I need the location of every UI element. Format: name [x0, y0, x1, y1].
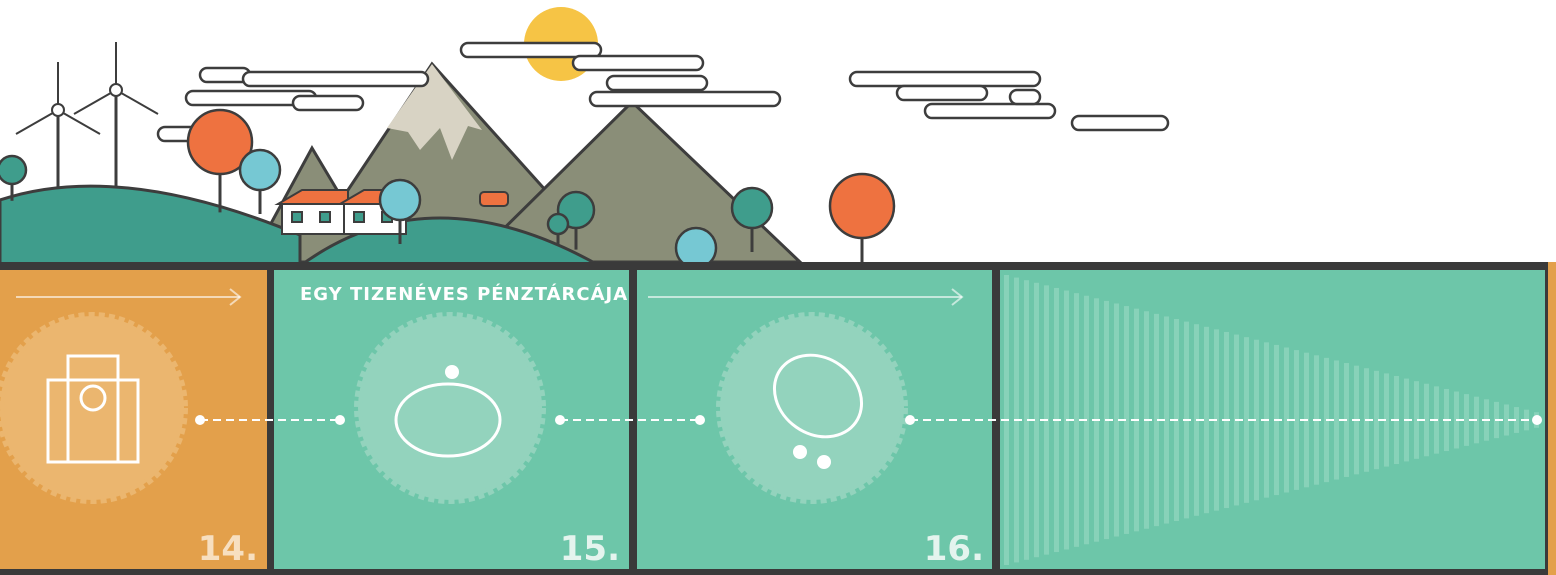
coin-icon	[793, 445, 807, 459]
panel-number: 15.	[560, 529, 620, 569]
coin-icon	[817, 455, 831, 469]
page: Infographic {"panels": [ {"number": "14.…	[0, 0, 1556, 575]
connector-dot	[905, 415, 915, 425]
tree-crown	[732, 188, 772, 228]
tree-crown	[380, 180, 420, 220]
tree-crown	[0, 156, 26, 184]
windmill-hub	[110, 84, 122, 96]
connector-dot	[335, 415, 345, 425]
badge	[358, 316, 542, 500]
windmill-hub	[52, 104, 64, 116]
edge	[1548, 262, 1556, 575]
tree-crown	[548, 214, 568, 234]
stripe	[1204, 327, 1209, 513]
window	[292, 212, 302, 222]
window	[354, 212, 364, 222]
connector-dot	[695, 415, 705, 425]
tractor	[480, 192, 508, 206]
stripe	[1334, 360, 1339, 479]
stripe	[1074, 293, 1079, 547]
cloud	[573, 56, 703, 70]
coin-icon	[445, 365, 459, 379]
hill	[0, 186, 300, 266]
cloud	[1072, 116, 1168, 130]
cloud	[607, 76, 707, 90]
windmill-blade	[74, 90, 116, 114]
cloud	[897, 86, 987, 100]
cloud	[925, 104, 1055, 118]
stripe	[1464, 394, 1469, 446]
connector-dot	[195, 415, 205, 425]
tree-crown	[830, 174, 894, 238]
cloud	[243, 72, 428, 86]
tree-crown	[240, 150, 280, 190]
cloud	[850, 72, 1040, 86]
panel-title: EGY TIZENÉVES PÉNZTÁRCÁJA	[300, 283, 628, 305]
badge	[0, 316, 184, 500]
cloud	[590, 92, 780, 106]
windmill-blade	[58, 110, 100, 134]
connector-dot	[1532, 415, 1542, 425]
cloud	[293, 96, 363, 110]
window	[320, 212, 330, 222]
connector-dot	[555, 415, 565, 425]
panel-number: 14.	[198, 529, 258, 569]
panel-number: 16.	[924, 529, 984, 569]
windmill-blade	[16, 110, 58, 134]
infographic: EGY TIZENÉVES PÉNZTÁRCÁJA 14. 15. 16.	[0, 0, 1556, 575]
body: EGY TIZENÉVES PÉNZTÁRCÁJA14.15.16. (() =…	[0, 0, 1556, 575]
badge	[720, 316, 904, 500]
windmill-blade	[116, 90, 158, 114]
cloud	[1010, 90, 1040, 104]
landscape	[0, 7, 1556, 292]
